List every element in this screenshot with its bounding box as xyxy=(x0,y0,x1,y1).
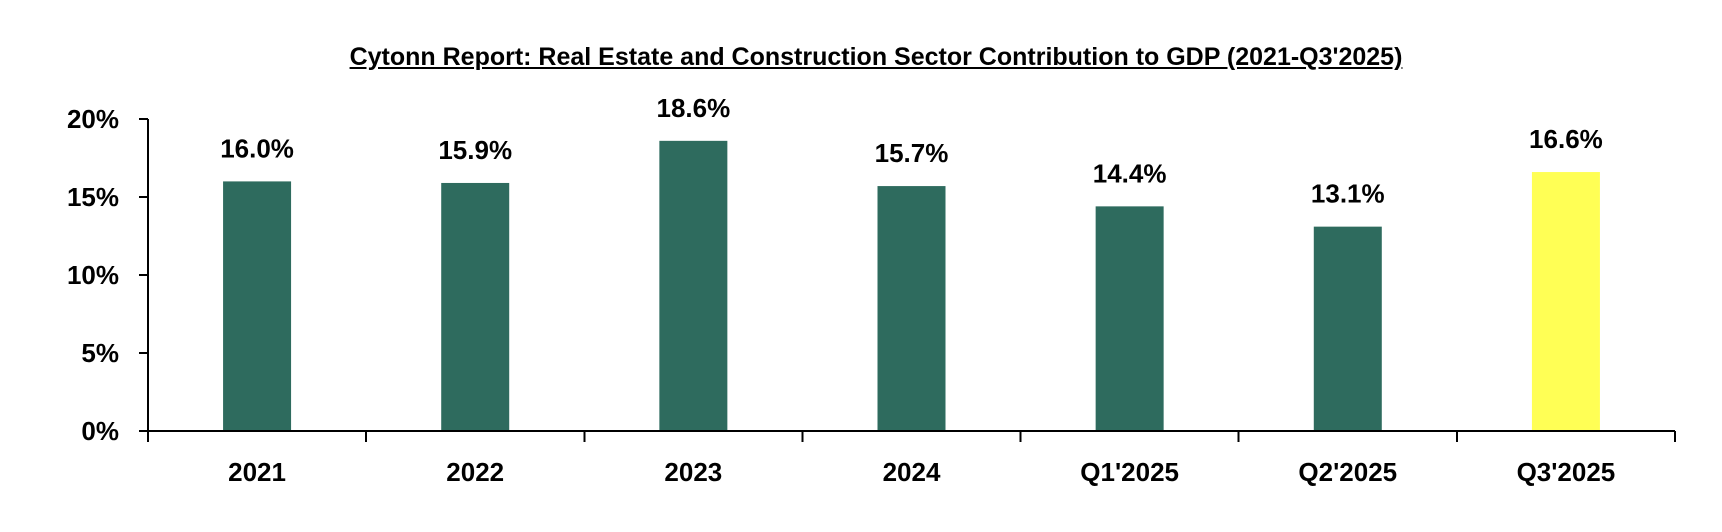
data-label-6: 16.6% xyxy=(1529,124,1603,154)
bar-1 xyxy=(441,182,510,431)
x-tick-label-0: 2021 xyxy=(228,457,286,487)
bar-4 xyxy=(1095,206,1164,431)
chart-title: Cytonn Report: Real Estate and Construct… xyxy=(349,43,1403,71)
data-label-5: 13.1% xyxy=(1311,179,1385,209)
bar-6 xyxy=(1531,172,1600,432)
bar-2 xyxy=(659,140,728,431)
data-label-0: 16.0% xyxy=(220,133,294,163)
x-tick-label-4: Q1'2025 xyxy=(1080,457,1179,487)
x-tick-label-3: 2024 xyxy=(883,457,941,487)
y-tick-label-1: 5% xyxy=(81,338,119,368)
y-tick-label-4: 20% xyxy=(67,104,119,134)
data-label-1: 15.9% xyxy=(438,135,512,165)
y-tick-label-2: 10% xyxy=(67,260,119,290)
data-label-2: 18.6% xyxy=(656,93,730,123)
x-tick-label-5: Q2'2025 xyxy=(1298,457,1397,487)
bar-0 xyxy=(223,181,292,431)
x-tick-label-1: 2022 xyxy=(446,457,504,487)
data-label-4: 14.4% xyxy=(1093,158,1167,188)
x-tick-label-6: Q3'2025 xyxy=(1517,457,1616,487)
bar-3 xyxy=(877,186,946,431)
y-tick-label-3: 15% xyxy=(67,182,119,212)
y-tick-label-0: 0% xyxy=(81,416,119,446)
data-label-3: 15.7% xyxy=(875,138,949,168)
x-tick-label-2: 2023 xyxy=(664,457,722,487)
bar-5 xyxy=(1313,226,1382,431)
